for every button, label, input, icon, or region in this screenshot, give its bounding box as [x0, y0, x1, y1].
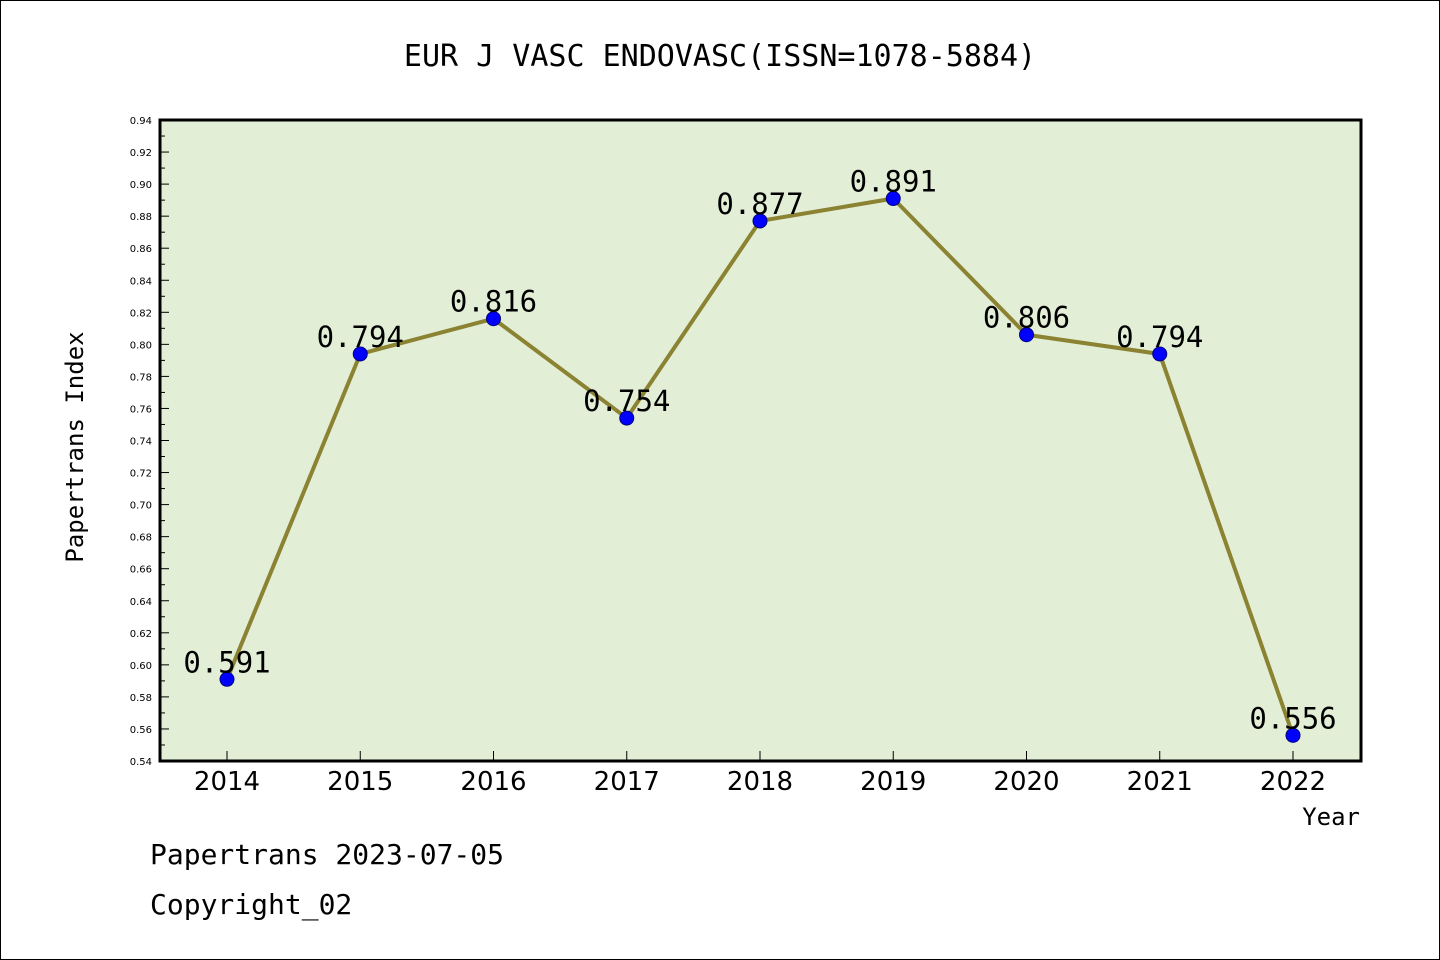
y-tick-label: 0.62 [130, 629, 152, 640]
data-point [486, 311, 501, 327]
data-point [1152, 346, 1168, 362]
data-point [752, 213, 768, 229]
y-tick-label: 0.92 [130, 148, 152, 159]
y-tick-label: 0.94 [130, 116, 152, 127]
data-labels: 0.591 0.794 0.816 0.754 0.877 0.891 0.806 0.794… [183, 165, 1336, 736]
data-point [885, 191, 901, 207]
x-tick-label: 2015 [327, 767, 393, 797]
x-axis-title: Year [1302, 803, 1360, 831]
chart-title: EUR J VASC ENDOVASC(ISSN=1078-5884) [404, 39, 1036, 74]
x-tick-label: 2016 [460, 767, 526, 797]
x-tick-label: 2018 [727, 767, 793, 797]
y-tick-label: 0.72 [130, 469, 152, 480]
data-label: 0.891 [850, 165, 937, 199]
x-tick-label: 2017 [594, 767, 660, 797]
y-tick-label: 0.64 [130, 597, 152, 608]
data-label: 0.877 [716, 187, 803, 221]
data-point [1285, 727, 1301, 743]
data-label: 0.816 [450, 285, 537, 319]
y-tick-label: 0.70 [130, 501, 152, 512]
y-tick-label: 0.54 [130, 757, 152, 768]
footer-copyright: Copyright_02 [150, 888, 352, 922]
data-point [619, 410, 635, 426]
data-label: 0.754 [583, 384, 670, 418]
data-label: 0.806 [983, 301, 1070, 335]
data-point [352, 346, 368, 362]
data-label: 0.794 [1116, 320, 1203, 354]
data-label: 0.794 [317, 320, 404, 354]
y-tick-label: 0.58 [130, 693, 152, 704]
x-tick-label: 2014 [194, 767, 260, 797]
y-tick-label: 0.60 [130, 661, 152, 672]
y-tick-label: 0.76 [130, 404, 152, 415]
y-tick-label: 0.74 [130, 437, 152, 448]
data-point [1019, 327, 1034, 343]
y-tick-label: 0.66 [130, 565, 152, 576]
y-tick-label: 0.78 [130, 372, 152, 383]
data-label: 0.591 [183, 645, 270, 679]
y-axis: 0.54 0.56 0.58 0.60 0.62 0.64 0.66 0.68 0.70 0.72… [130, 116, 169, 768]
x-tick-label: 2019 [860, 767, 926, 797]
y-tick-label: 0.90 [130, 180, 152, 191]
x-tick-label: 2021 [1127, 767, 1193, 797]
y-tick-label: 0.82 [130, 308, 152, 319]
footer-date: Papertrans 2023-07-05 [150, 838, 504, 871]
y-axis-title: Papertrans Index [61, 331, 89, 562]
series-markers [219, 191, 1301, 743]
data-label: 0.556 [1249, 701, 1336, 735]
x-tick-label: 2022 [1260, 767, 1326, 797]
data-point [219, 671, 235, 687]
y-tick-label: 0.68 [130, 533, 152, 544]
x-axis: 2014 2015 2016 2017 2018 2019 2020 2021 2022 [194, 751, 1326, 797]
y-tick-label: 0.88 [130, 212, 152, 223]
y-tick-label: 0.84 [130, 276, 152, 287]
y-tick-label: 0.56 [130, 725, 152, 736]
y-tick-label: 0.86 [130, 244, 152, 255]
y-tick-label: 0.80 [130, 340, 152, 351]
x-tick-label: 2020 [993, 767, 1059, 797]
